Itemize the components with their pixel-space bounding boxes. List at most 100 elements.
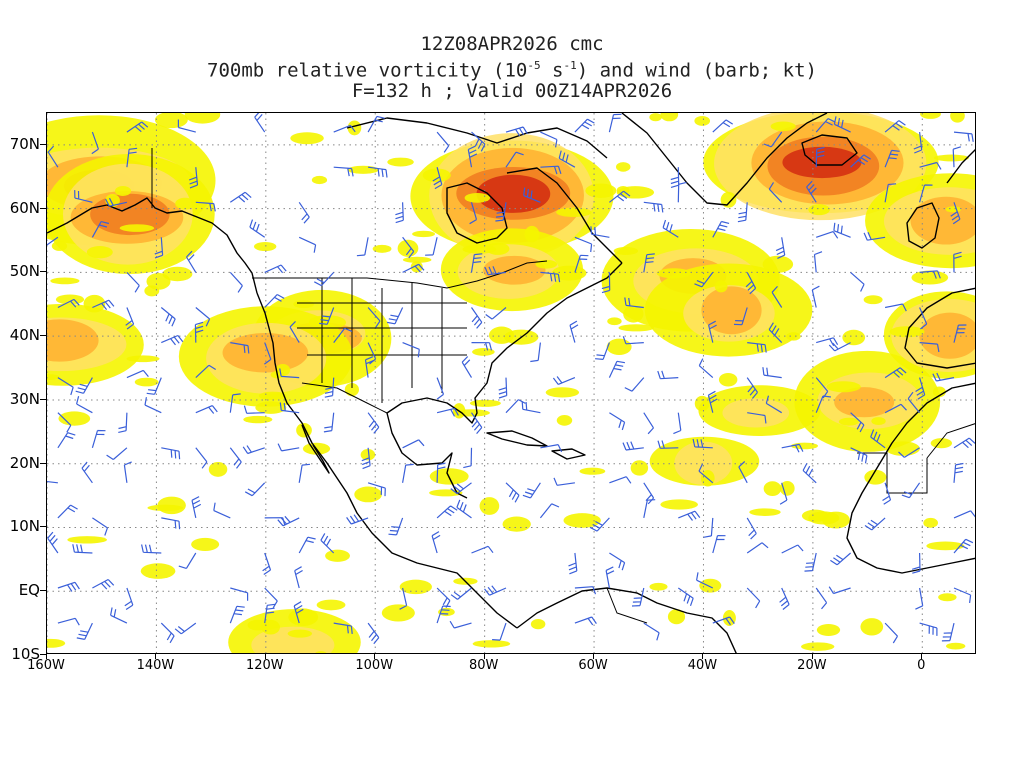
wind-barb — [364, 356, 374, 378]
vorticity-speck — [649, 113, 662, 122]
wind-barb — [907, 391, 921, 414]
wind-barb — [402, 342, 420, 358]
wind-barb — [450, 482, 472, 495]
wind-barb — [395, 202, 404, 224]
coastline-south-america — [516, 587, 737, 653]
vorticity-speck — [950, 113, 965, 123]
vorticity-speck — [545, 387, 580, 398]
vorticity-speck — [860, 618, 884, 636]
vorticity-blob — [674, 441, 733, 485]
wind-barb — [521, 401, 541, 414]
wind-barb — [657, 370, 679, 380]
lon-label: 0 — [917, 658, 926, 673]
vorticity-speck — [114, 185, 132, 196]
wind-barb — [185, 250, 197, 273]
wind-barb — [568, 552, 578, 575]
wind-barb — [402, 263, 425, 273]
wind-barb — [574, 254, 589, 273]
wind-barb — [901, 482, 921, 499]
wind-barb — [802, 463, 817, 484]
wind-barb — [815, 146, 825, 168]
wind-barb — [850, 447, 868, 464]
wind-barb — [124, 587, 134, 611]
vorticity-speck — [469, 399, 501, 407]
lon-label: 160W — [27, 658, 65, 673]
vorticity-speck — [184, 113, 221, 124]
vorticity-speck — [770, 121, 796, 132]
vorticity-speck — [311, 175, 328, 185]
wind-barb — [574, 118, 595, 133]
wind-barb — [436, 407, 459, 417]
wind-barb — [367, 622, 380, 645]
vorticity-speck — [243, 415, 273, 424]
coastline-alaska — [47, 197, 258, 294]
wind-barb — [57, 432, 76, 449]
wind-barb — [919, 184, 933, 203]
vorticity-blob — [722, 398, 790, 428]
wind-barb — [762, 367, 782, 379]
wind-barb — [161, 517, 181, 530]
wind-barb — [622, 441, 644, 451]
wind-barb — [816, 337, 839, 347]
wind-barb — [229, 191, 252, 203]
wind-barb — [540, 444, 563, 453]
wind-barb — [47, 480, 58, 484]
wind-barb — [815, 587, 828, 610]
wind-barb — [126, 369, 149, 379]
wind-barb — [952, 146, 961, 168]
coastline-iceland — [801, 134, 858, 166]
wind-barb — [712, 119, 734, 133]
vorticity-speck — [315, 651, 327, 653]
vorticity-speck — [354, 486, 382, 503]
wind-barb — [356, 237, 369, 257]
wind-barb — [195, 405, 218, 414]
wind-barb — [816, 231, 839, 239]
vorticity-speck — [208, 461, 228, 477]
wind-barb — [694, 272, 714, 288]
vorticity-speck — [140, 563, 176, 579]
wind-barb — [57, 581, 80, 592]
wind-barb — [402, 463, 414, 483]
wind-barb — [677, 181, 687, 203]
wind-barb — [540, 165, 562, 175]
vorticity-speck — [412, 230, 436, 238]
vorticity-speck — [134, 377, 159, 387]
coastline-baja — [301, 424, 330, 474]
vorticity-speck — [923, 517, 939, 528]
map-canvas — [47, 113, 975, 653]
wind-barb — [609, 190, 631, 203]
lat-tick — [40, 207, 46, 209]
wind-barb — [643, 412, 655, 435]
wind-barb — [471, 307, 483, 329]
wind-barb — [57, 412, 72, 433]
coastline-hudson-bay — [446, 182, 508, 244]
wind-barb — [126, 271, 140, 293]
vorticity-speck — [524, 225, 540, 243]
wind-barb — [402, 439, 425, 449]
vorticity-speck — [579, 467, 606, 475]
vorticity-speck — [51, 241, 68, 251]
wind-barb — [333, 124, 356, 133]
wind-barb — [105, 197, 128, 207]
wind-barb — [746, 377, 758, 399]
vorticity-speck — [58, 411, 91, 426]
wind-barb — [746, 517, 757, 540]
lat-label: 30N — [9, 389, 40, 408]
vorticity-speck — [656, 268, 691, 279]
wind-barb — [467, 145, 478, 168]
wind-barb — [898, 447, 920, 458]
vorticity-speck — [718, 372, 738, 387]
wind-barb — [745, 272, 757, 295]
lat-label: 10N — [9, 517, 40, 536]
wind-barb — [863, 231, 886, 241]
wind-barb — [864, 517, 886, 531]
wind-barb — [953, 462, 964, 483]
wind-barb — [92, 517, 108, 536]
wind-barb — [229, 447, 242, 469]
vorticity-speck — [325, 549, 350, 562]
wind-barb — [361, 447, 371, 470]
wind-barb — [91, 221, 110, 238]
wind-barb — [402, 236, 415, 259]
vorticity-speck — [488, 326, 515, 344]
border-us-mexico — [301, 382, 388, 414]
